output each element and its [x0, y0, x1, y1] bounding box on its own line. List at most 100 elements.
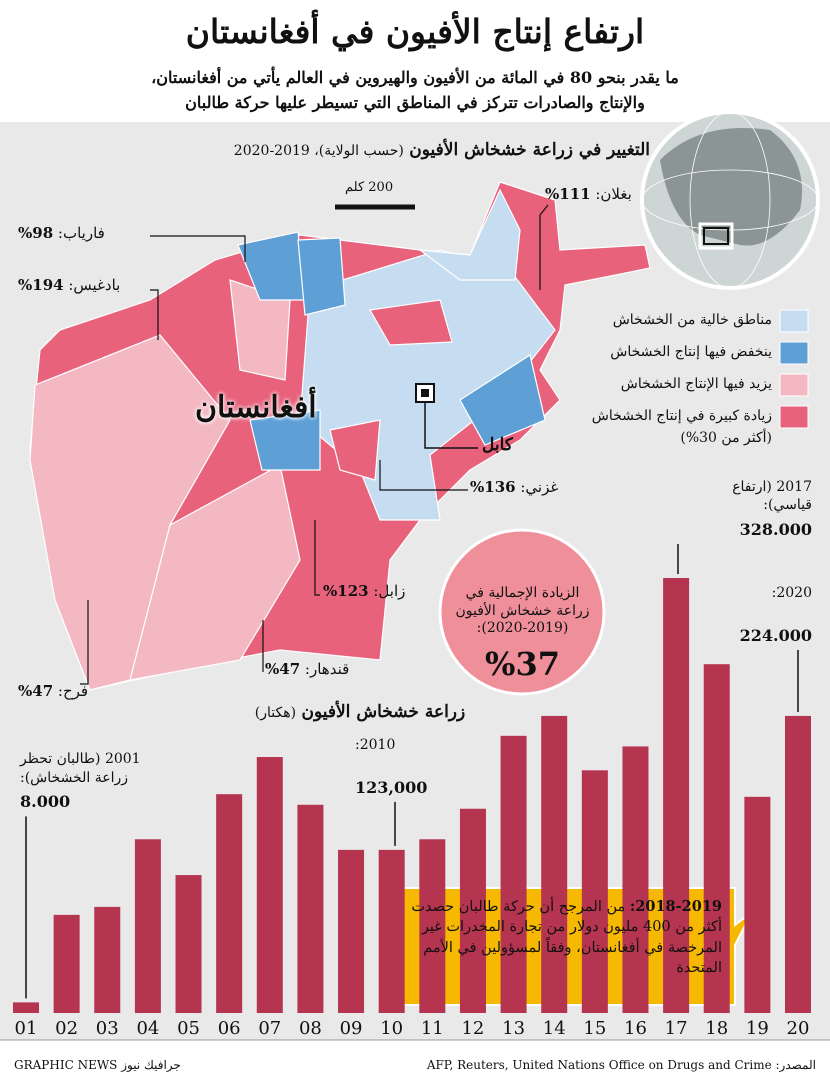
source: المصدر: AFP, Reuters, United Nations Off… — [426, 1058, 816, 1072]
value-label: 123,000 — [355, 777, 428, 797]
chart-subtitle: (هكتار) — [254, 705, 297, 721]
leader-line — [314, 520, 320, 596]
bar-note: 2017 (ارتفاع قياسي): — [732, 479, 812, 514]
bar — [175, 875, 202, 1013]
map-title-text: التغيير في زراعة خشخاش الأفيون — [409, 140, 650, 160]
x-tick-label: 18 — [705, 1018, 729, 1039]
x-tick-label: 19 — [745, 1018, 769, 1039]
legend-note: (أكثر من 30%) — [680, 430, 772, 446]
province-value: %194 — [18, 276, 64, 294]
province — [369, 299, 453, 346]
legend-swatch — [779, 373, 809, 397]
province — [129, 464, 301, 681]
chart-title: زراعة خشخاش الأفيون (هكتار) — [255, 702, 465, 722]
province — [249, 409, 321, 471]
bar — [500, 735, 527, 1013]
legend-swatch — [779, 405, 809, 429]
x-tick-label: 12 — [461, 1018, 485, 1039]
capital-marker-dot — [421, 389, 429, 397]
globe — [640, 110, 820, 290]
x-tick-label: 11 — [420, 1018, 444, 1039]
x-tick-label: 20 — [786, 1018, 810, 1039]
summary-text: الزيادة الإجمالية في زراعة خشخاش الأفيون… — [455, 585, 590, 636]
province-name: غزني: — [520, 478, 559, 496]
value-label: 8.000 — [20, 792, 71, 812]
province-name: بغلان: — [595, 185, 632, 203]
bar — [53, 914, 80, 1013]
province-label: فارياب: %98 — [18, 224, 105, 242]
bar — [663, 578, 690, 1013]
bar — [703, 664, 730, 1013]
bar — [541, 715, 568, 1013]
value-label: 328.000 — [739, 520, 812, 539]
province-value: %123 — [323, 582, 369, 600]
legend-label: زيادة كبيرة في إنتاج الخشخاش — [591, 408, 772, 424]
subtitle: والإنتاج والصادرات تتركز في المناطق التي… — [185, 93, 645, 112]
country-label: أفغانستان — [195, 390, 317, 425]
chart-title-text: زراعة خشخاش الأفيون — [301, 702, 466, 722]
capital-label: كابل — [482, 435, 513, 455]
x-tick-label: 13 — [502, 1018, 526, 1039]
legend-label: ينخفض فيها إنتاج الخشخاش — [610, 344, 772, 360]
province — [459, 354, 546, 446]
map-subtitle: (حسب الولاية)، 2019-2020 — [233, 143, 404, 159]
bar-note: 2001 (طالبان تحظر زراعة الخشخاش): — [20, 751, 141, 786]
x-tick-label: 07 — [258, 1018, 282, 1039]
title: ارتفاع إنتاج الأفيون في أفغانستان — [185, 12, 645, 51]
scale-label: 200 كلم — [345, 180, 394, 195]
province-label: بادغيس: %194 — [18, 276, 120, 294]
bar — [256, 757, 283, 1013]
province-name: فرح: — [57, 682, 89, 700]
bar — [581, 770, 608, 1013]
x-tick-label: 10 — [380, 1018, 404, 1039]
bar-note: 2020: — [771, 584, 812, 601]
province-value: %136 — [470, 478, 516, 496]
leader-line — [150, 235, 246, 262]
province-value: %47 — [265, 660, 301, 678]
value-label: 224.000 — [739, 625, 812, 645]
bar — [378, 849, 405, 1013]
province-label: بغلان: %111 — [545, 185, 632, 203]
callout-heading: 2018-2019: — [629, 898, 722, 915]
callout: 2018-2019: من المرجح أن حركة طالبان حصدت… — [392, 897, 722, 978]
leader-line — [424, 402, 478, 449]
bar — [744, 796, 771, 1013]
bar — [622, 746, 649, 1013]
x-tick-label: 14 — [542, 1018, 566, 1039]
bar — [785, 715, 811, 1013]
province — [329, 419, 381, 481]
leader-line — [80, 600, 89, 685]
x-tick-label: 06 — [217, 1018, 241, 1039]
x-tick-label: 05 — [177, 1018, 200, 1039]
bar — [338, 849, 365, 1013]
bar — [13, 1002, 39, 1013]
x-tick-label: 08 — [298, 1018, 322, 1039]
bar — [134, 839, 161, 1013]
map — [29, 181, 809, 696]
x-tick-label: 01 — [14, 1018, 38, 1039]
province — [417, 188, 521, 281]
legend-label: مناطق خالية من الخشخاش — [612, 312, 772, 328]
province-value: %47 — [18, 682, 54, 700]
bar — [94, 906, 121, 1013]
credit: جرافيك نيوز GRAPHIC NEWS — [14, 1058, 181, 1072]
map-title: التغيير في زراعة خشخاش الأفيون (حسب الول… — [234, 140, 650, 160]
bar — [297, 804, 324, 1013]
x-tick-label: 09 — [339, 1018, 363, 1039]
legend-label: يزيد فيها الإنتاج الخشخاش — [620, 376, 772, 392]
province-name: زابل: — [373, 582, 406, 600]
summary-circle — [438, 528, 606, 696]
legend-swatch — [779, 341, 809, 365]
x-tick-label: 02 — [55, 1018, 79, 1039]
legend-swatch — [779, 309, 809, 333]
province-label: زابل: %123 — [323, 582, 405, 600]
callout-text: من المرجح أن حركة طالبان حصدت أكثر من 40… — [411, 899, 722, 976]
province-value: %98 — [18, 224, 54, 242]
province-label: قندهار: %47 — [265, 660, 349, 678]
leader-line — [379, 460, 468, 491]
province-name: فارياب: — [57, 224, 105, 242]
x-tick-label: 15 — [583, 1018, 607, 1039]
x-tick-label: 16 — [624, 1018, 647, 1039]
leader-line — [150, 289, 159, 340]
